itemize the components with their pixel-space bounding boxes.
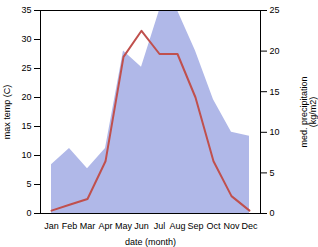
svg-text:20: 20 [21,92,31,102]
svg-text:5: 5 [270,168,275,178]
svg-text:Sep: Sep [187,221,203,231]
svg-text:15: 15 [21,121,31,131]
svg-text:Jul: Jul [154,221,166,231]
svg-text:25: 25 [270,5,280,15]
svg-text:5: 5 [26,179,31,189]
svg-text:May: May [115,221,133,231]
svg-text:0: 0 [270,208,275,218]
svg-text:10: 10 [270,127,280,137]
svg-text:0: 0 [26,208,31,218]
svg-text:15: 15 [270,87,280,97]
svg-text:Jan: Jan [44,221,59,231]
svg-text:Jun: Jun [134,221,149,231]
svg-text:Feb: Feb [62,221,78,231]
svg-text:med. precipitation(kg/m2): med. precipitation(kg/m2) [299,76,318,147]
svg-text:Mar: Mar [80,221,96,231]
svg-text:Apr: Apr [98,221,112,231]
svg-text:Oct: Oct [206,221,221,231]
svg-text:30: 30 [21,34,31,44]
svg-text:25: 25 [21,63,31,73]
svg-text:Dec: Dec [241,221,258,231]
svg-text:20: 20 [270,46,280,56]
svg-text:10: 10 [21,150,31,160]
svg-text:date (month): date (month) [125,237,176,247]
svg-text:35: 35 [21,5,31,15]
svg-text:Nov: Nov [223,221,240,231]
svg-text:Aug: Aug [169,221,185,231]
svg-text:max temp (C): max temp (C) [2,85,12,140]
